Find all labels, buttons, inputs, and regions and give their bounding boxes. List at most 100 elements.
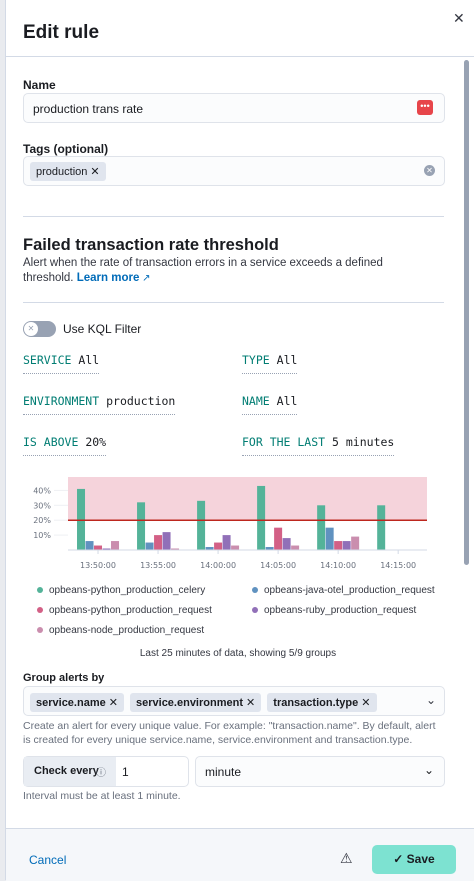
tags-label: Tags (optional) [23,142,109,156]
kql-toggle[interactable]: ✕ [23,321,56,337]
scrollbar [464,60,469,565]
cancel-button[interactable]: Cancel [29,853,67,867]
y-tick-label: 40% [33,486,51,495]
menu-icon[interactable]: ••• [417,100,433,115]
legend-label: opbeans-node_production_request [49,625,205,636]
expression-value: All [276,394,298,408]
tag: production ✕ [30,162,106,181]
legend-item[interactable]: opbeans-ruby_production_request [252,605,416,616]
expression[interactable]: NAME All [242,394,298,415]
save-button[interactable]: ✓ Save [372,845,456,874]
bar [162,532,171,550]
remove-icon: ✕ [87,166,100,178]
check-every-label: Check every [24,757,116,786]
chart: 10% 20% 30% 40% 13:50:00 13:55:00 14:00:00 14:0… [33,477,427,570]
bar [197,500,206,550]
divider [6,56,474,57]
legend-label: opbeans-ruby_production_request [264,605,417,616]
y-tick-label: 30% [33,501,51,510]
group-list: service.name ✕ service.environment ✕ trans… [30,693,383,712]
threshold-area [68,477,427,521]
dropdown-icon[interactable]: ⌄ [426,693,437,707]
x-tick-label: 14:15:00 [380,561,416,570]
footer: Cancel ⚠ ✓ Save [6,828,474,881]
legend-swatch [252,607,258,613]
rule-title: Failed transaction rate threshold [23,236,279,254]
bar [171,548,180,550]
expression-key: SERVICE [23,353,72,367]
interval-input[interactable]: Check every ⓘ 1 [23,756,189,787]
group-chip-label: transaction.type [273,697,359,709]
expression-value: All [78,353,100,367]
unit-select[interactable]: minute ⌄ [195,756,445,787]
expression[interactable]: TYPE All [242,353,298,374]
interval-help: Interval must be at least 1 minute. [23,790,181,802]
save-label: Save [406,852,435,866]
help-icon: ⓘ [96,768,106,779]
expression[interactable]: IS ABOVE 20% [23,435,107,456]
bar [317,505,326,550]
bar [325,527,334,550]
expression-value: 20% [85,435,107,449]
expression-value: 5 minutes [332,435,395,449]
x-tick-label: 14:00:00 [200,561,236,570]
chart-caption: Last 25 minutes of data, showing 5/9 gro… [139,648,337,659]
bar [231,545,240,550]
expression[interactable]: SERVICE All [23,353,100,374]
bar [111,541,120,550]
bar [137,502,146,550]
clear-button[interactable]: ✕ [424,165,435,176]
flyout-title: Edit rule [23,22,100,43]
x-tick-label: 14:10:00 [320,561,356,570]
group-by-label: Group alerts by [23,672,105,684]
bar [214,542,223,550]
legend-item[interactable]: opbeans-python_production_request [37,605,212,616]
bar [265,547,274,550]
legend-swatch [252,587,258,593]
bar [274,527,283,550]
group-by-help: Create an alert for every unique value. … [23,720,436,746]
bar [351,536,360,550]
dropdown-icon: ⌄ [424,763,435,777]
y-tick-label: 20% [33,516,51,525]
legend-swatch [37,587,43,593]
description-text: Alert when the rate of transaction error… [23,257,383,284]
name-label: Name [23,78,56,92]
group-by-input[interactable]: service.name ✕ service.environment ✕ trans… [23,686,445,716]
legend-item[interactable]: opbeans-python_production_celery [37,585,205,596]
expression[interactable]: FOR THE LAST 5 minutes [242,435,395,456]
bar [342,541,351,550]
legend-label: opbeans-python_production_celery [49,585,206,596]
flyout: ✕ Edit rule Name production trans rate •… [5,0,474,881]
expression-value: production [106,394,176,408]
legend-item[interactable]: opbeans-node_production_request [37,625,204,636]
tags-input[interactable]: production ✕ ✕ [23,156,445,186]
bar [282,538,291,550]
legend-label: opbeans-java-otel_production_request [264,585,435,596]
group-chip-label: service.name [36,697,106,709]
remove-icon: ✕ [358,697,371,709]
name-value: production trans rate [33,102,144,116]
legend-swatch [37,627,43,633]
expression-value: All [276,353,298,367]
learn-more-link[interactable]: Learn more [76,272,140,284]
y-tick-label: 10% [33,531,51,540]
rule-description: Alert when the rate of transaction error… [23,256,423,286]
group-chip-label: service.environment [136,697,243,709]
expression-key: NAME [242,394,270,408]
bar [205,547,214,550]
name-input[interactable]: production trans rate ••• [23,93,445,123]
x-tick-label: 13:55:00 [140,561,176,570]
bar [334,541,343,550]
legend-swatch [37,607,43,613]
group-chip: service.name ✕ [30,693,124,712]
legend-item[interactable]: opbeans-java-otel_production_request [252,585,435,596]
bar [291,545,300,550]
close-button[interactable]: ✕ [453,10,465,26]
divider [23,302,444,303]
warning-icon: ⚠ [340,850,353,866]
x-tick-label: 13:50:00 [80,561,116,570]
expression[interactable]: ENVIRONMENT production [23,394,176,415]
bar [102,548,111,550]
